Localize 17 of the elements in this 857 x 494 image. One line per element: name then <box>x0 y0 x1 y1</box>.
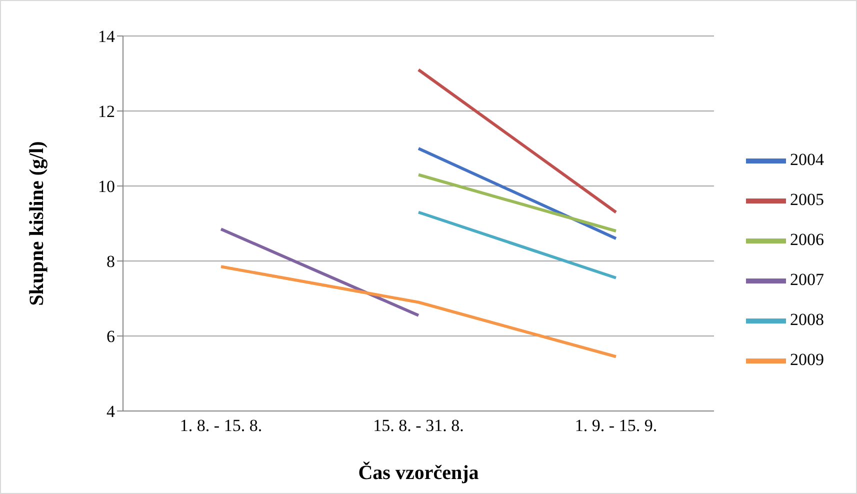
legend-label: 2008 <box>790 310 824 329</box>
y-tick-label: 4 <box>106 402 116 422</box>
legend-label: 2007 <box>790 270 824 289</box>
y-tick-label: 12 <box>98 102 115 122</box>
x-tick-label: 1. 9. - 15. 9. <box>574 416 658 436</box>
x-tick-label: 1. 8. - 15. 8. <box>180 416 262 436</box>
legend-label: 2004 <box>790 150 824 169</box>
x-tick-label: 15. 8. - 31. 8. <box>373 416 464 436</box>
y-axis-title: Skupne kisline (g/l) <box>26 141 48 306</box>
y-tick-label: 14 <box>98 27 116 46</box>
y-tick-label: 6 <box>106 327 115 346</box>
legend-label: 2006 <box>790 230 824 249</box>
y-tick-label: 10 <box>98 177 115 196</box>
legend-label: 2005 <box>790 190 824 209</box>
legend-label: 2009 <box>790 350 824 369</box>
x-axis-title: Čas vzorčenja <box>358 461 479 484</box>
y-tick-label: 8 <box>106 252 115 272</box>
